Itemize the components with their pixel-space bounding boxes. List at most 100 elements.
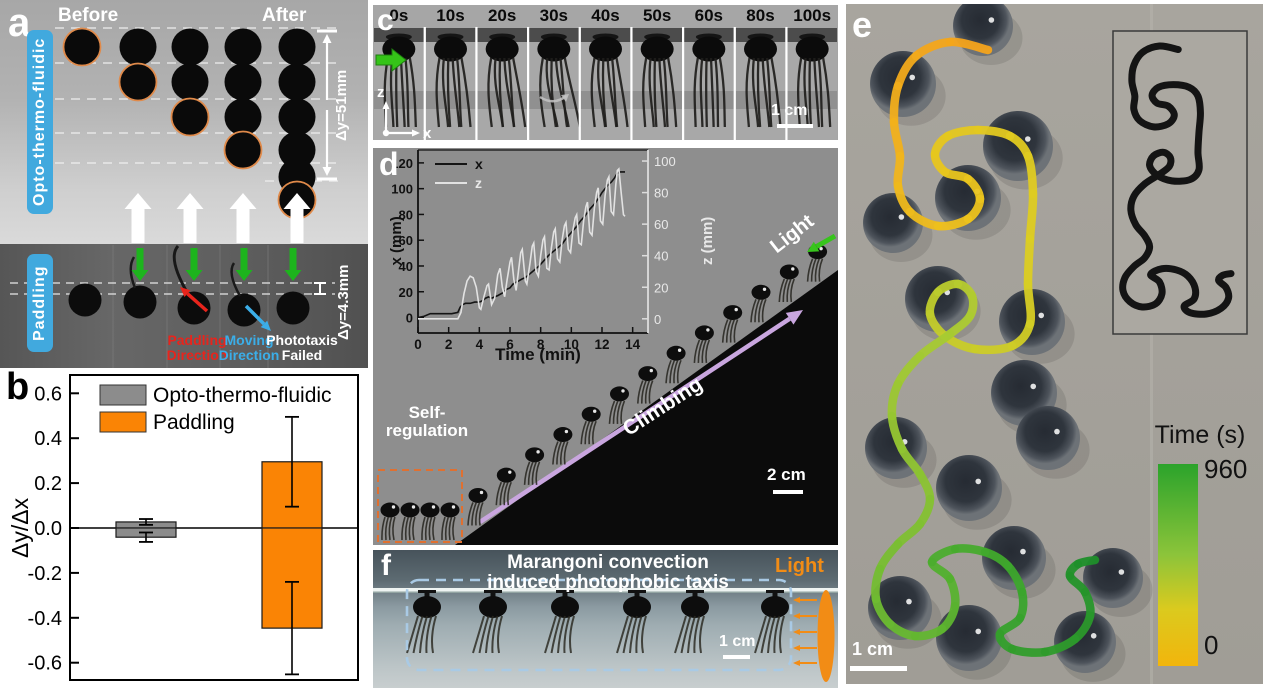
jellyfish-leg <box>674 615 687 654</box>
y-tick-label: -0.2 <box>28 563 62 585</box>
jellyfish-leg <box>563 441 569 465</box>
jellyfish-leg <box>635 615 643 654</box>
ball-glint <box>1025 136 1031 142</box>
robot-ball <box>868 576 932 640</box>
frame-time-label: 50s <box>642 6 672 25</box>
jellyfish-glint <box>411 505 416 509</box>
jellyfish-leg <box>786 278 792 303</box>
jellyfish-dome <box>610 386 629 402</box>
frame-divider <box>682 27 685 140</box>
robot-ball <box>863 193 923 253</box>
jellyfish-leg <box>615 57 629 128</box>
jellyfish-leg <box>733 319 739 343</box>
frame-divider <box>527 27 530 140</box>
jellyfish-leg <box>779 615 785 654</box>
jellyfish-glint <box>536 450 540 454</box>
jellyfish-leg <box>693 615 701 654</box>
jellyfish-leg <box>790 278 795 303</box>
b-y-axis-label: Δy/Δx <box>7 497 33 559</box>
jellyfish-leg <box>448 516 453 541</box>
jellyfish-leg <box>751 57 760 128</box>
jellyfish-leg <box>394 57 399 128</box>
frame-time-label: 0s <box>389 6 409 25</box>
frame-divider <box>630 27 633 140</box>
c-scale-label: 1 cm <box>771 102 808 119</box>
jellyfish-dome <box>551 596 579 618</box>
trajectory-segment <box>893 351 925 389</box>
jellyfish-leg <box>499 481 506 506</box>
jellyfish-leg <box>629 615 638 654</box>
robot-disc <box>171 63 209 101</box>
trajectory-segment <box>893 519 925 549</box>
frame-divider <box>785 27 788 140</box>
jellyfish-leg <box>545 57 559 128</box>
time-colorbar <box>1158 464 1198 666</box>
inset-tick-label: 10 <box>564 337 579 352</box>
jellyfish-glint <box>762 287 767 291</box>
jellyfish-leg <box>653 57 658 128</box>
jellyfish-glint <box>677 348 682 352</box>
jellyfish-leg <box>608 400 616 424</box>
moving-direction-arrow <box>244 304 266 326</box>
jellyfish-leg <box>550 615 562 654</box>
robot-disc <box>278 98 316 136</box>
jellyfish-leg <box>714 57 720 128</box>
jellyfish-leg <box>485 615 494 654</box>
jellyfish-leg <box>412 516 416 541</box>
ball-glint <box>1030 383 1037 390</box>
inset-tick-label: 120 <box>391 156 413 171</box>
y-tick-label: -0.6 <box>28 653 62 675</box>
moving-direction-arrow <box>260 320 271 331</box>
jellyfish-leg <box>704 57 708 128</box>
light-ray-arrow <box>793 645 800 651</box>
ball-glint <box>1038 312 1045 319</box>
jellyfish-leg <box>754 615 767 654</box>
e-scale-bar <box>850 666 907 671</box>
robot-disc-outlined <box>62 27 102 67</box>
jellyfish-dome <box>581 406 601 422</box>
jellyfish-leg <box>460 57 472 128</box>
panel-a-graphics <box>10 27 340 368</box>
inset-tick-label: 14 <box>625 337 641 352</box>
jellyfish-leg <box>701 339 707 363</box>
jellyfish-dome <box>553 427 573 443</box>
jellyfish-leg <box>441 57 450 128</box>
trajectory-segment <box>887 379 903 421</box>
robot-disc <box>278 28 316 66</box>
inset-tick-label: 0 <box>654 312 661 327</box>
jellyfish-leg <box>622 615 634 654</box>
jellyfish-leg <box>580 420 587 445</box>
jellyfish-leg <box>782 278 789 302</box>
jellyfish-stem <box>634 590 640 599</box>
panel-c-graphics: zx <box>374 27 837 140</box>
panel-e-trajectory: e Time (s) 960 0 1 cm <box>846 4 1263 684</box>
jellyfish-leg <box>658 57 667 128</box>
jellyfish-leg <box>495 481 503 506</box>
robot-ball <box>936 455 1002 521</box>
jellyfish-dome <box>795 36 829 62</box>
trajectory-segment <box>893 151 905 191</box>
jellyfish-dome <box>537 36 571 62</box>
frame-mid-band <box>787 91 837 109</box>
jellyfish-leg <box>640 380 647 404</box>
jellyfish-leg <box>388 516 393 541</box>
frame-divider <box>578 27 581 140</box>
jellyfish-leg <box>467 502 474 526</box>
jellyfish-leg <box>491 615 499 654</box>
d-scale-label: 2 cm <box>767 465 806 484</box>
jellyfish-dome <box>525 447 545 463</box>
jellyfish-dome <box>413 596 441 618</box>
robot-ball <box>935 165 1001 231</box>
robot-disc <box>171 28 209 66</box>
trajectory-segment <box>973 125 1015 141</box>
jellyfish-leg <box>648 57 655 128</box>
robot-disc-paddling <box>123 285 157 319</box>
water-surface-line <box>373 588 838 592</box>
jellyfish-leg <box>676 359 682 384</box>
jellyfish-leg <box>641 615 647 654</box>
z-axis-arrow <box>382 101 390 109</box>
bar-chart-canvas: 0.6 0.4 0.2 0.0 -0.2 -0.4 -0.6 Opto-thermo-flui… <box>28 374 359 681</box>
inset-tick-label: 0 <box>414 337 422 352</box>
jellyfish-leg <box>523 461 531 485</box>
robot-disc-outlined <box>118 62 158 102</box>
